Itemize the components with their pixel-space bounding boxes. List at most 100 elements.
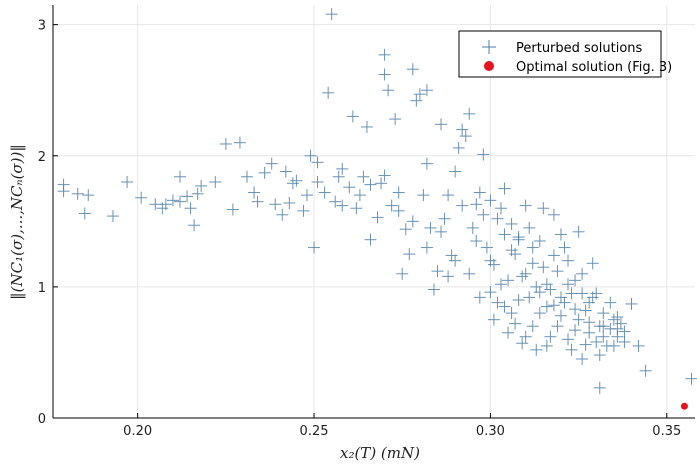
perturbed-point bbox=[173, 195, 186, 208]
perturbed-point bbox=[491, 296, 504, 309]
perturbed-point bbox=[512, 231, 525, 244]
perturbed-point bbox=[159, 198, 172, 211]
perturbed-point bbox=[449, 254, 462, 267]
perturbed-point bbox=[516, 337, 529, 350]
y-tick-label-0: 0 bbox=[38, 412, 46, 427]
perturbed-point bbox=[241, 170, 254, 183]
perturbed-point bbox=[544, 330, 557, 343]
optimal-point bbox=[680, 402, 688, 410]
perturbed-point bbox=[181, 190, 194, 203]
perturbed-point bbox=[572, 313, 585, 326]
perturbed-point bbox=[378, 48, 391, 61]
perturbed-point bbox=[456, 199, 469, 212]
perturbed-point bbox=[502, 274, 515, 287]
perturbed-point bbox=[523, 291, 536, 304]
perturbed-point bbox=[424, 221, 437, 234]
perturbed-point bbox=[184, 202, 197, 215]
perturbed-point bbox=[420, 84, 433, 97]
perturbed-point bbox=[410, 94, 423, 107]
perturbed-point bbox=[336, 199, 349, 212]
perturbed-point bbox=[639, 364, 652, 377]
perturbed-point bbox=[685, 372, 697, 385]
perturbed-point bbox=[477, 208, 490, 221]
perturbed-point bbox=[290, 174, 303, 187]
x-axis-label: x₂(T) (mN) bbox=[340, 444, 420, 462]
perturbed-point bbox=[329, 195, 342, 208]
perturbed-point bbox=[265, 157, 278, 170]
perturbed-point bbox=[572, 225, 585, 238]
perturbed-point bbox=[484, 254, 497, 267]
perturbed-point bbox=[209, 176, 222, 188]
perturbed-point bbox=[166, 194, 179, 207]
perturbed-point bbox=[173, 170, 186, 183]
perturbed-point bbox=[562, 278, 575, 291]
perturbed-point bbox=[632, 339, 645, 352]
perturbed-point bbox=[494, 202, 507, 215]
perturbed-point bbox=[297, 204, 310, 217]
data-points bbox=[57, 8, 697, 410]
perturbed-point bbox=[487, 313, 500, 326]
perturbed-point bbox=[604, 296, 617, 309]
perturbed-point bbox=[590, 287, 603, 300]
perturbed-point bbox=[593, 349, 606, 362]
perturbed-point bbox=[364, 233, 377, 246]
x-tick-label-2: 0.30 bbox=[476, 424, 505, 439]
perturbed-point bbox=[547, 299, 560, 312]
perturbed-point bbox=[519, 267, 532, 280]
perturbed-point bbox=[406, 63, 419, 76]
perturbed-point bbox=[78, 207, 91, 220]
perturbed-point bbox=[392, 204, 405, 217]
tick-labels: 0.20 0.25 0.30 0.35 0 1 2 3 bbox=[38, 19, 682, 439]
perturbed-point bbox=[526, 257, 539, 270]
perturbed-point bbox=[442, 270, 455, 283]
perturbed-point bbox=[343, 181, 356, 194]
perturbed-point bbox=[554, 228, 567, 241]
perturbed-point bbox=[258, 166, 271, 179]
perturbed-point bbox=[279, 165, 292, 178]
perturbed-point bbox=[618, 335, 631, 348]
perturbed-point bbox=[251, 195, 264, 208]
perturbed-point bbox=[537, 202, 550, 215]
perturbed-point bbox=[473, 186, 486, 199]
perturbed-point bbox=[607, 339, 620, 352]
perturbed-point bbox=[325, 8, 338, 21]
perturbed-point bbox=[392, 186, 405, 199]
perturbed-point bbox=[371, 211, 384, 224]
perturbed-point bbox=[494, 278, 507, 291]
perturbed-point bbox=[473, 291, 486, 304]
perturbed-point bbox=[540, 278, 553, 291]
perturbed-point bbox=[540, 300, 553, 313]
perturbed-point bbox=[583, 316, 596, 329]
perturbed-point bbox=[226, 203, 239, 216]
perturbed-point bbox=[106, 210, 119, 223]
perturbed-point bbox=[558, 296, 571, 309]
perturbed-point bbox=[188, 219, 201, 232]
perturbed-point bbox=[378, 169, 391, 182]
perturbed-point bbox=[413, 88, 426, 101]
perturbed-point bbox=[149, 198, 162, 211]
perturbed-point bbox=[300, 189, 313, 202]
perturbed-point bbox=[463, 107, 476, 120]
perturbed-point bbox=[452, 141, 465, 154]
perturbed-point bbox=[583, 326, 596, 339]
perturbed-point bbox=[233, 136, 246, 149]
perturbed-point bbox=[121, 176, 134, 188]
perturbed-point bbox=[318, 186, 331, 199]
perturbed-point bbox=[466, 221, 479, 234]
x-tick-label-0: 0.20 bbox=[123, 424, 152, 439]
perturbed-point bbox=[576, 353, 589, 365]
perturbed-point bbox=[597, 330, 610, 343]
perturbed-point bbox=[375, 177, 388, 190]
perturbed-point bbox=[565, 287, 578, 300]
perturbed-point bbox=[311, 176, 324, 188]
perturbed-point bbox=[445, 249, 458, 262]
perturbed-point bbox=[459, 130, 472, 143]
perturbed-point bbox=[562, 333, 575, 346]
y-tick-label-3: 3 bbox=[38, 19, 46, 34]
perturbed-point bbox=[505, 307, 518, 320]
perturbed-point bbox=[498, 228, 511, 241]
perturbed-point bbox=[283, 196, 296, 209]
axes bbox=[52, 5, 695, 419]
perturbed-point bbox=[378, 68, 391, 81]
legend: Perturbed solutions Optimal solution (Fi… bbox=[458, 30, 672, 78]
